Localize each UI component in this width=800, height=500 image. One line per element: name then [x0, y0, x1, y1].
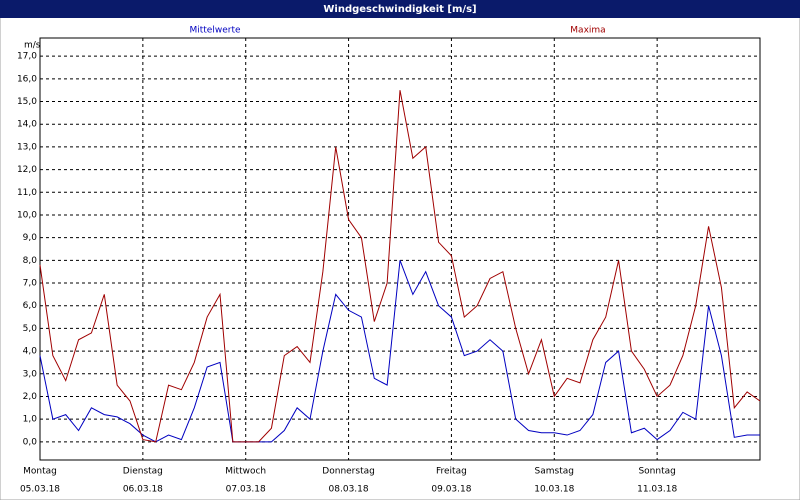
y-tick-label: 3,0	[23, 369, 38, 379]
x-tick-label: Sonntag	[638, 467, 675, 477]
plot-area	[39, 37, 761, 461]
y-tick-label: 9,0	[23, 233, 38, 243]
y-tick-label: 5,0	[23, 324, 38, 334]
y-tick-label: 4,0	[23, 347, 38, 357]
x-tick-date: 08.03.18	[329, 485, 369, 495]
x-tick-date: 05.03.18	[20, 485, 60, 495]
y-tick-label: 1,0	[23, 415, 38, 425]
y-tick-label: 12,0	[17, 165, 37, 175]
y-tick-label: 16,0	[17, 74, 37, 84]
x-tick-label: Montag	[23, 467, 57, 477]
y-tick-label: 7,0	[23, 279, 38, 289]
y-tick-label: 6,0	[23, 301, 38, 311]
series-line	[39, 260, 760, 443]
x-tick-date: 11.03.18	[637, 485, 677, 495]
y-tick-label: 17,0	[17, 52, 37, 62]
y-tick-label: 8,0	[23, 256, 38, 266]
y-tick-label: 2,0	[23, 392, 38, 402]
y-tick-label: 14,0	[17, 120, 37, 130]
x-tick-date: 10.03.18	[534, 485, 574, 495]
chart-title: Windgeschwindigkeit [m/s]	[323, 4, 476, 15]
x-tick-label: Samstag	[535, 467, 574, 477]
x-tick-label: Mittwoch	[225, 467, 266, 477]
y-tick-label: 13,0	[17, 142, 37, 152]
x-tick-label: Dienstag	[123, 467, 163, 477]
x-tick-label: Freitag	[436, 467, 467, 477]
y-tick-label: 11,0	[17, 188, 37, 198]
y-axis-label: m/s	[24, 41, 41, 51]
x-tick-date: 06.03.18	[123, 485, 163, 495]
title-bar	[0, 0, 800, 18]
legend-entry: Maxima	[570, 26, 605, 36]
x-tick-date: 09.03.18	[431, 485, 471, 495]
x-tick-label: Donnerstag	[322, 467, 375, 477]
legend-entry: Mittelwerte	[189, 26, 240, 36]
y-tick-label: 15,0	[17, 97, 37, 107]
x-tick-date: 07.03.18	[226, 485, 266, 495]
series-line	[39, 90, 761, 443]
y-tick-label: 10,0	[17, 210, 37, 220]
y-tick-label: 0,0	[23, 437, 38, 447]
